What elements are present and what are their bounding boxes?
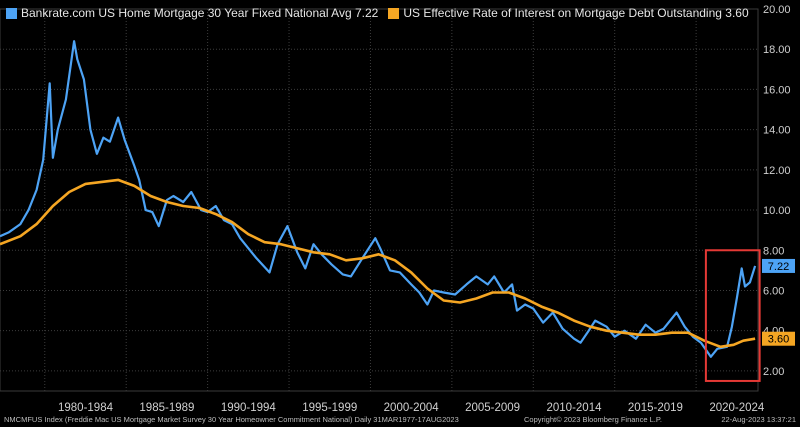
y-tick-label: 2.00: [763, 366, 784, 378]
legend-label-bankrate: Bankrate.com US Home Mortgage 30 Year Fi…: [21, 6, 379, 20]
series-line-effective-rate: [0, 178, 756, 349]
legend: Bankrate.com US Home Mortgage 30 Year Fi…: [6, 3, 749, 23]
footer-timestamp: 22-Aug-2023 13:37:21: [721, 415, 796, 424]
y-tick-label: 20.00: [763, 4, 791, 16]
last-value-label: 3.60: [768, 334, 789, 346]
x-tick-label: 1985-1989: [139, 402, 194, 414]
x-tick-label: 1990-1994: [221, 402, 277, 414]
highlight-box: [704, 249, 761, 382]
y-tick-label: 16.00: [763, 84, 791, 96]
footer: NMCMFUS Index (Freddie Mac US Mortgage M…: [4, 414, 796, 425]
x-tick-label: 2010-2014: [546, 402, 602, 414]
x-tick-label: 2000-2004: [384, 402, 440, 414]
legend-item-bankrate: Bankrate.com US Home Mortgage 30 Year Fi…: [6, 6, 378, 20]
last-value-label: 7.22: [768, 261, 789, 273]
y-tick-label: 18.00: [763, 44, 791, 56]
footer-copyright: Copyright© 2023 Bloomberg Finance L.P.: [524, 415, 662, 424]
legend-item-effective-rate: US Effective Rate of Interest on Mortgag…: [388, 6, 749, 20]
x-tick-label: 2005-2009: [465, 402, 520, 414]
y-tick-label: 10.00: [763, 205, 791, 217]
footer-source: NMCMFUS Index (Freddie Mac US Mortgage M…: [4, 415, 459, 424]
x-tick-label: 1980-1984: [58, 402, 114, 414]
y-tick-label: 8.00: [763, 245, 784, 257]
y-tick-label: 12.00: [763, 165, 791, 177]
last-value-badge: [762, 258, 795, 273]
y-tick-label: 6.00: [763, 285, 784, 297]
legend-label-effective-rate: US Effective Rate of Interest on Mortgag…: [403, 6, 749, 20]
x-tick-label: 2020-2024: [709, 402, 765, 414]
x-tick-label: 1995-1999: [302, 402, 357, 414]
legend-swatch-effective-rate: [388, 7, 400, 19]
legend-swatch-bankrate: [6, 7, 17, 19]
last-value-badge: [762, 331, 795, 346]
x-tick-label: 2015-2019: [628, 402, 683, 414]
y-tick-label: 14.00: [763, 125, 791, 137]
